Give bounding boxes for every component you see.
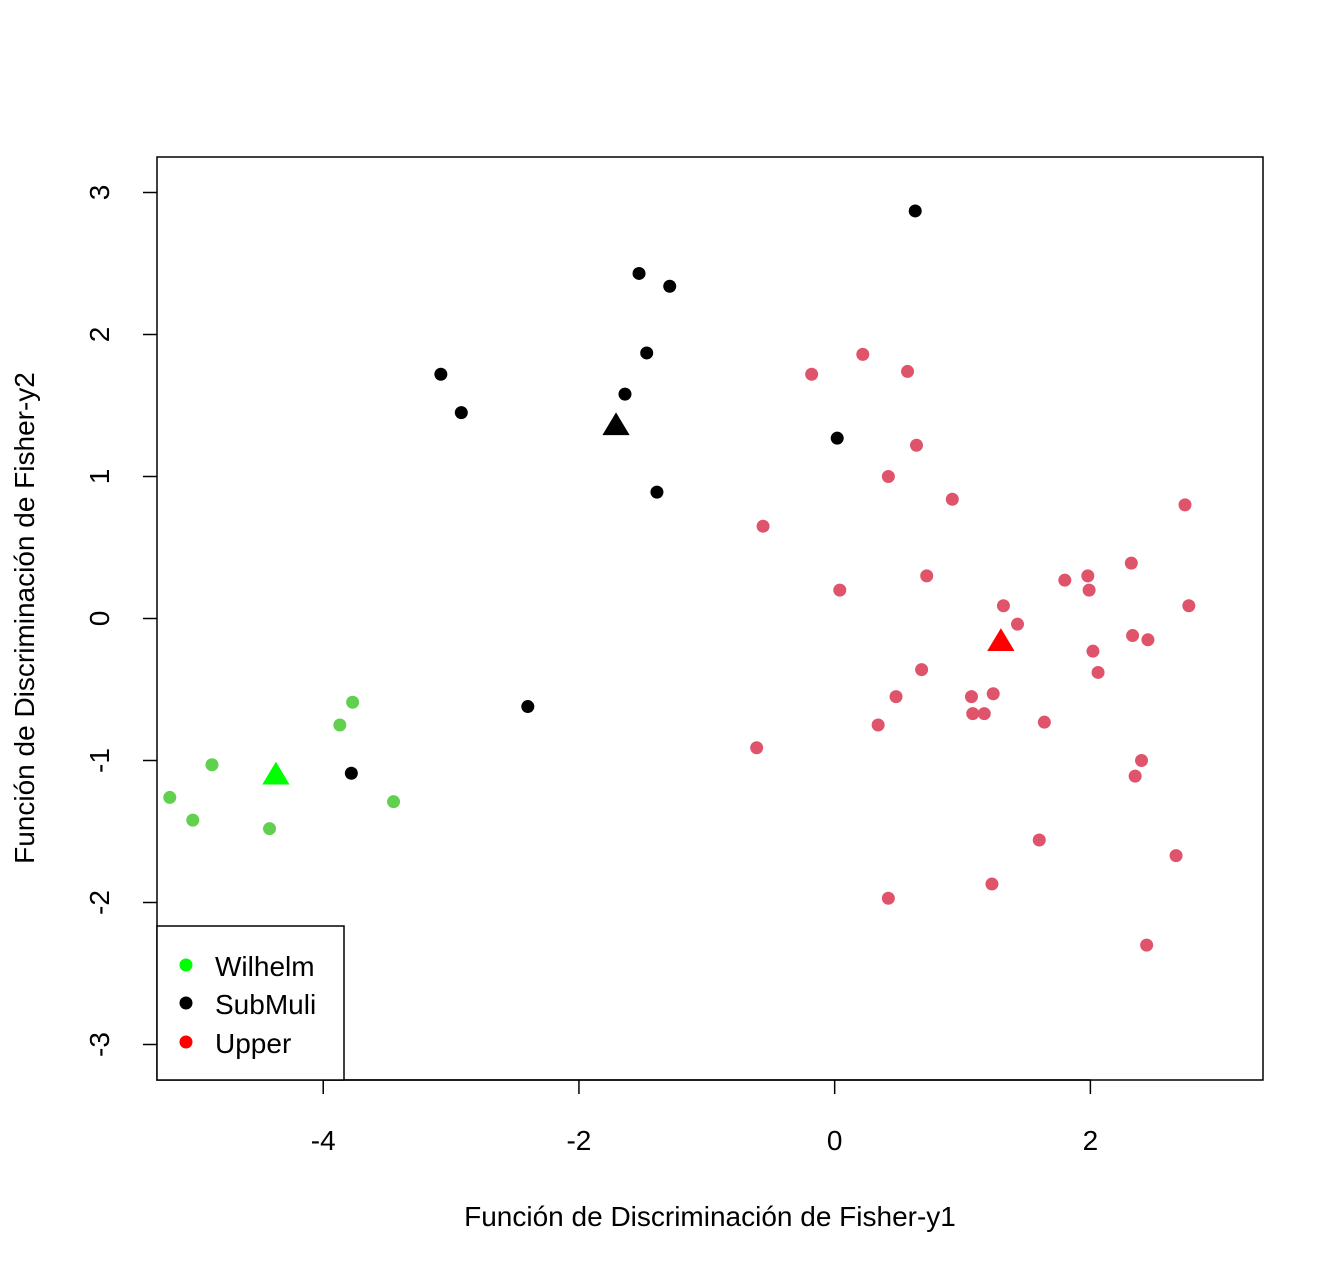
data-point — [856, 347, 870, 361]
x-axis: -4 -2 0 2 — [311, 1079, 1099, 1156]
data-point — [344, 766, 358, 780]
data-point — [1178, 498, 1192, 512]
data-point — [1058, 573, 1072, 587]
data-point — [966, 707, 980, 721]
data-point — [663, 279, 677, 293]
y-axis-label: Función de Discriminación de Fisher-y2 — [9, 372, 40, 864]
legend-marker-submuli — [179, 996, 193, 1010]
data-point — [1037, 715, 1051, 729]
data-point — [650, 485, 664, 499]
x-axis-label: Función de Discriminación de Fisher-y1 — [464, 1201, 956, 1232]
data-point — [881, 891, 895, 905]
data-point — [908, 204, 922, 218]
legend-label-upper: Upper — [215, 1028, 291, 1059]
data-point — [833, 583, 847, 597]
data-point — [977, 707, 991, 721]
legend: Wilhelm SubMuli Upper — [156, 925, 345, 1081]
data-point — [985, 877, 999, 891]
data-point — [1082, 583, 1096, 597]
data-point — [986, 687, 1000, 701]
data-points — [163, 204, 1196, 952]
data-point — [1128, 769, 1142, 783]
x-tick-label: -2 — [566, 1125, 591, 1156]
legend-marker-upper — [179, 1035, 193, 1049]
y-axis: -3 -2 -1 0 1 2 3 — [84, 185, 157, 1057]
data-point — [263, 822, 277, 836]
y-tick-label: -3 — [84, 1032, 115, 1057]
y-tick-label: 3 — [84, 185, 115, 201]
data-point — [915, 663, 929, 677]
data-point — [454, 406, 468, 420]
data-point — [1141, 633, 1155, 647]
data-point — [186, 813, 200, 827]
legend-marker-wilhelm — [179, 958, 193, 972]
data-point — [756, 519, 770, 533]
data-point — [909, 438, 923, 452]
x-tick-label: 0 — [827, 1125, 843, 1156]
data-point — [346, 695, 360, 709]
data-point — [1126, 629, 1140, 643]
data-point — [1124, 556, 1138, 570]
legend-label-wilhelm: Wilhelm — [215, 951, 315, 982]
data-point — [1011, 617, 1025, 631]
y-tick-label: 0 — [84, 611, 115, 627]
data-point — [1091, 665, 1105, 679]
data-point — [1182, 599, 1196, 613]
legend-label-submuli: SubMuli — [215, 989, 316, 1020]
data-point — [163, 790, 177, 804]
data-point — [205, 758, 219, 772]
data-point — [945, 492, 959, 506]
data-point — [1086, 644, 1100, 658]
data-point — [1135, 754, 1149, 767]
y-tick-label: -1 — [84, 748, 115, 773]
data-point — [434, 367, 448, 381]
data-point — [618, 387, 632, 401]
data-point — [1169, 849, 1183, 863]
data-point — [901, 364, 915, 378]
data-point — [805, 367, 819, 381]
data-point — [1032, 833, 1046, 847]
data-point — [1140, 938, 1154, 952]
y-tick-label: 1 — [84, 469, 115, 485]
x-tick-label: -4 — [311, 1125, 336, 1156]
centroid-marker — [262, 761, 290, 785]
data-point — [521, 700, 535, 714]
data-point — [964, 690, 978, 704]
data-point — [632, 266, 646, 280]
data-point — [920, 569, 934, 583]
data-point — [996, 599, 1010, 613]
data-point — [387, 795, 401, 809]
x-tick-label: 2 — [1083, 1125, 1099, 1156]
y-tick-label: 2 — [84, 327, 115, 343]
data-point — [333, 718, 347, 732]
data-point — [889, 690, 903, 704]
data-point — [1081, 569, 1095, 583]
centroid-marker — [602, 412, 630, 436]
y-tick-label: -2 — [84, 890, 115, 915]
data-point — [881, 470, 895, 483]
data-point — [640, 346, 654, 360]
data-point — [830, 431, 844, 445]
centroid-marker — [987, 628, 1015, 651]
data-point — [750, 741, 764, 755]
data-point — [871, 718, 885, 732]
centroid-markers — [262, 412, 1015, 785]
